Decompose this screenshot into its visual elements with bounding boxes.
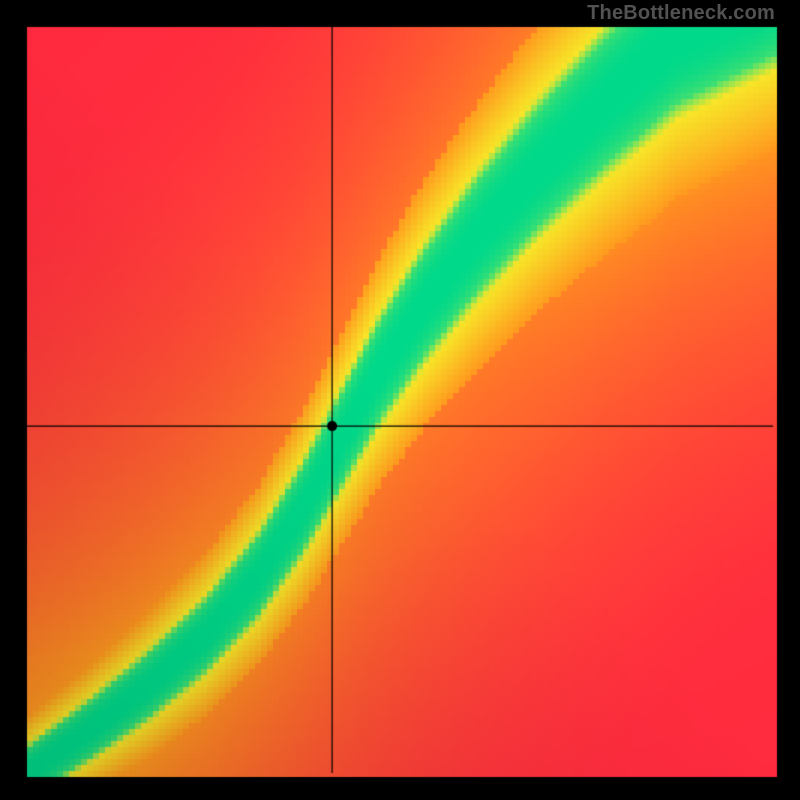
- watermark-text: TheBottleneck.com: [587, 2, 775, 25]
- bottleneck-heatmap: [0, 0, 800, 800]
